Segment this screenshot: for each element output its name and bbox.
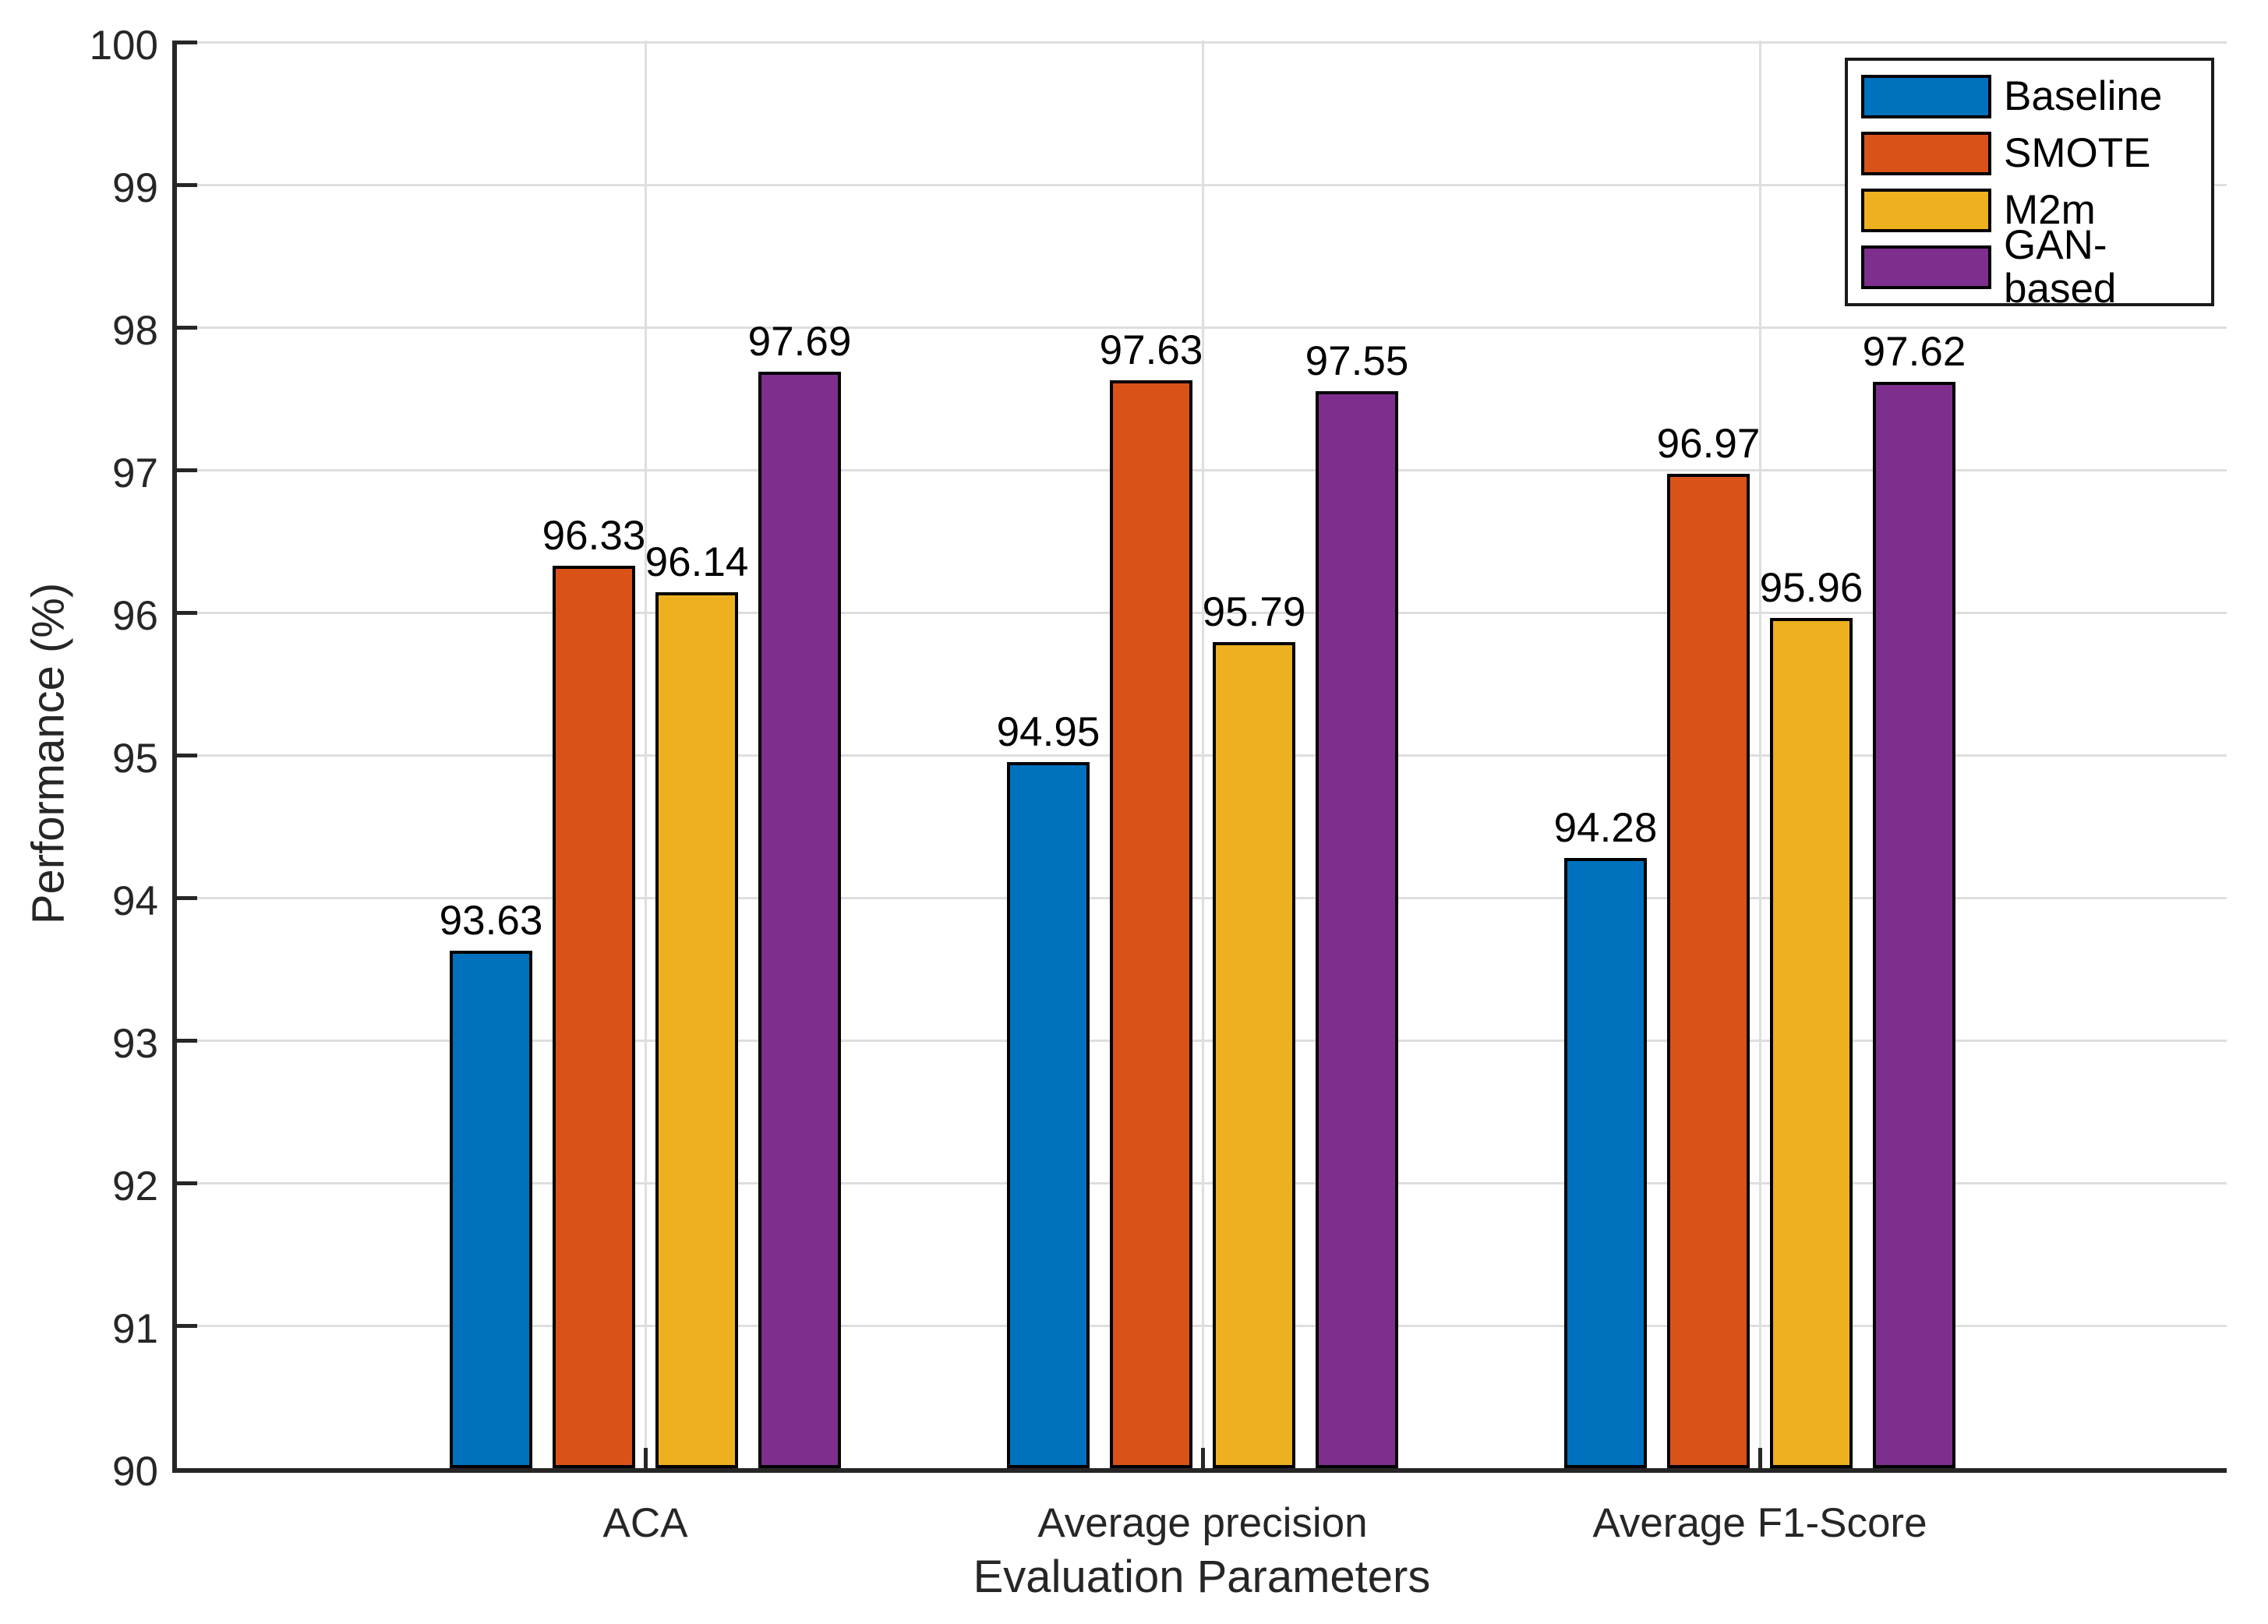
x-tick-label-1: Average precision	[1037, 1500, 1368, 1546]
bar-value-label: 97.69	[747, 318, 852, 365]
legend-swatch-icon	[1861, 75, 1991, 118]
bar-smote-1	[1110, 380, 1192, 1468]
y-tickmark-92	[177, 1181, 197, 1185]
y-tickmark-94	[177, 895, 197, 900]
y-tick-label-99: 99	[112, 165, 158, 211]
x-tickmark-0	[643, 1448, 648, 1468]
x-tickmark-2	[1758, 1448, 1762, 1468]
y-tick-label-93: 93	[112, 1021, 158, 1067]
bar-m2m-1	[1213, 642, 1295, 1468]
legend-label: GAN-based	[2004, 222, 2117, 312]
y-tickmark-98	[177, 325, 197, 330]
y-tick-label-91: 91	[112, 1306, 158, 1352]
bar-gan-based-1	[1316, 391, 1398, 1468]
bar-value-label: 96.33	[542, 512, 646, 559]
y-tick-label-92: 92	[112, 1163, 158, 1209]
bar-value-label: 94.95	[996, 709, 1100, 756]
bar-gan-based-0	[758, 371, 841, 1468]
y-tickmark-99	[177, 182, 197, 187]
y-tick-label-97: 97	[112, 450, 158, 496]
x-axis-label: Evaluation Parameters	[973, 1552, 1431, 1602]
gridline-x-1	[1201, 41, 1204, 1468]
bar-value-label: 96.97	[1656, 421, 1761, 468]
y-axis-label: Performance (%)	[23, 582, 74, 925]
gridline-x-2	[1758, 41, 1761, 1468]
y-tickmark-100	[177, 40, 197, 44]
legend-item-smote: SMOTE	[1861, 132, 2205, 175]
bar-baseline-2	[1564, 857, 1647, 1468]
bar-value-label: 93.63	[439, 897, 543, 944]
x-axis-line	[172, 1468, 2227, 1473]
y-tick-label-100: 100	[89, 23, 158, 69]
legend-label: SMOTE	[2004, 130, 2151, 176]
bar-value-label: 97.63	[1099, 327, 1203, 373]
bar-value-label: 95.96	[1759, 565, 1864, 612]
y-tickmark-93	[177, 1038, 197, 1043]
bar-smote-2	[1667, 474, 1750, 1468]
y-tick-label-90: 90	[112, 1449, 158, 1495]
legend-swatch-icon	[1861, 189, 1991, 232]
legend-item-gan-based: GAN-based	[1861, 224, 2205, 311]
y-tickmark-95	[177, 753, 197, 757]
bar-baseline-0	[450, 950, 532, 1468]
x-tickmark-1	[1200, 1448, 1205, 1468]
y-axis-line	[172, 41, 177, 1473]
bar-m2m-2	[1770, 618, 1853, 1468]
legend-item-baseline: Baseline	[1861, 75, 2205, 118]
bar-gan-based-2	[1873, 381, 1955, 1468]
bar-value-label: 94.28	[1553, 804, 1658, 851]
legend-swatch-icon	[1861, 132, 1991, 175]
y-tickmark-96	[177, 610, 197, 615]
y-tick-label-98: 98	[112, 308, 158, 354]
legend-swatch-icon	[1861, 245, 1991, 289]
gridline-x-0	[644, 41, 647, 1468]
x-tick-label-0: ACA	[602, 1500, 688, 1546]
y-tick-label-95: 95	[112, 736, 158, 782]
y-tick-label-94: 94	[112, 878, 158, 924]
legend-item-m2m: M2m	[1861, 189, 2205, 232]
bar-m2m-0	[655, 592, 738, 1468]
bar-smote-0	[553, 565, 635, 1468]
bar-value-label: 97.62	[1862, 328, 1966, 375]
y-tick-label-96: 96	[112, 593, 158, 639]
bar-value-label: 95.79	[1202, 589, 1306, 636]
bar-value-label: 97.55	[1305, 338, 1409, 385]
x-tick-label-2: Average F1-Score	[1592, 1500, 1927, 1546]
y-tickmark-97	[177, 468, 197, 472]
y-tickmark-91	[177, 1323, 197, 1328]
legend: Baseline SMOTE M2m GAN-based	[1845, 58, 2214, 311]
legend-label: M2m	[2004, 187, 2096, 233]
bar-baseline-1	[1007, 762, 1090, 1468]
legend-label: Baseline	[2004, 73, 2163, 119]
bar-value-label: 96.14	[645, 539, 749, 586]
